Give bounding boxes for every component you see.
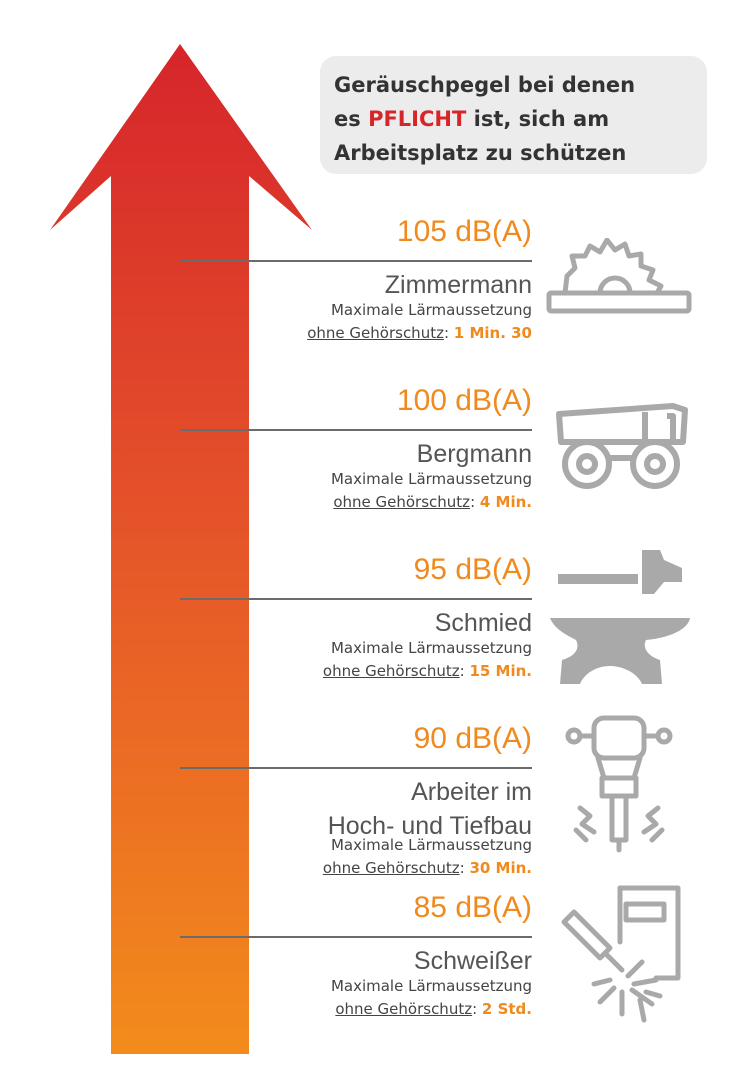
dump-truck-icon bbox=[556, 403, 688, 489]
job-title: Bergmann bbox=[416, 440, 532, 468]
job-title: Arbeiter im Hoch- und Tiefbau bbox=[328, 775, 532, 843]
db-value: 85 dB(A) bbox=[413, 891, 532, 924]
colon: : bbox=[459, 662, 470, 680]
exposure-time: ohne Gehörschutz: 15 Min. bbox=[323, 660, 532, 683]
divider-line bbox=[180, 936, 532, 938]
colon: : bbox=[459, 859, 470, 877]
time-value: 2 Std. bbox=[481, 1000, 532, 1018]
welding-icon bbox=[561, 885, 681, 1023]
time-value: 4 Min. bbox=[479, 493, 532, 511]
job-title: Schweißer bbox=[413, 947, 532, 975]
time-value: 30 Min. bbox=[469, 859, 532, 877]
circular-saw-icon bbox=[546, 238, 692, 314]
without-protection-label: ohne Gehörschutz bbox=[322, 859, 460, 877]
divider-line bbox=[180, 260, 532, 262]
without-protection-label: ohne Gehörschutz bbox=[322, 662, 460, 680]
colon: : bbox=[443, 324, 454, 342]
without-protection-label: ohne Gehörschutz bbox=[307, 324, 444, 342]
db-value: 95 dB(A) bbox=[413, 553, 532, 586]
header-line-2-suffix: ist, sich am bbox=[466, 107, 610, 131]
job-title-line-1: Arbeiter im bbox=[411, 778, 532, 806]
db-value: 90 dB(A) bbox=[413, 722, 532, 755]
exposure-time: ohne Gehörschutz: 4 Min. bbox=[333, 491, 532, 514]
header-line-1: Geräuschpegel bei denen bbox=[334, 73, 636, 97]
job-title: Schmied bbox=[434, 609, 532, 637]
exposure-time: ohne Gehörschutz: 30 Min. bbox=[323, 857, 532, 880]
divider-line bbox=[180, 429, 532, 431]
time-value: 15 Min. bbox=[469, 662, 532, 680]
exposure-label: Maximale Lärmaussetzung bbox=[330, 977, 532, 995]
exposure-label: Maximale Lärmaussetzung bbox=[330, 470, 532, 488]
colon: : bbox=[470, 493, 480, 511]
time-value: 1 Min. 30 bbox=[453, 324, 532, 342]
header-line-2-prefix: es bbox=[334, 107, 369, 131]
exposure-label: Maximale Lärmaussetzung bbox=[330, 301, 532, 319]
header-line-2: es PFLICHT ist, sich am bbox=[334, 102, 693, 136]
divider-line bbox=[180, 767, 532, 769]
anvil-hammer-icon bbox=[550, 550, 690, 684]
db-value: 105 dB(A) bbox=[396, 215, 532, 248]
job-title: Zimmermann bbox=[384, 271, 532, 299]
divider-line bbox=[180, 598, 532, 600]
colon: : bbox=[472, 1000, 482, 1018]
without-protection-label: ohne Gehörschutz bbox=[333, 493, 471, 511]
jackhammer-icon bbox=[565, 715, 673, 853]
header-box: Geräuschpegel bei denen es PFLICHT ist, … bbox=[320, 56, 707, 174]
exposure-time: ohne Gehörschutz: 1 Min. 30 bbox=[307, 322, 532, 345]
header-line-3: Arbeitsplatz zu schützen bbox=[334, 141, 627, 165]
exposure-label: Maximale Lärmaussetzung bbox=[330, 836, 532, 854]
db-value: 100 dB(A) bbox=[396, 384, 532, 417]
exposure-time: ohne Gehörschutz: 2 Std. bbox=[335, 998, 532, 1021]
pflicht-highlight: PFLICHT bbox=[368, 107, 467, 131]
without-protection-label: ohne Gehörschutz bbox=[335, 1000, 473, 1018]
job-title-line-2: Hoch- und Tiefbau bbox=[327, 812, 532, 840]
noise-level-arrow bbox=[50, 44, 312, 1054]
exposure-label: Maximale Lärmaussetzung bbox=[330, 639, 532, 657]
